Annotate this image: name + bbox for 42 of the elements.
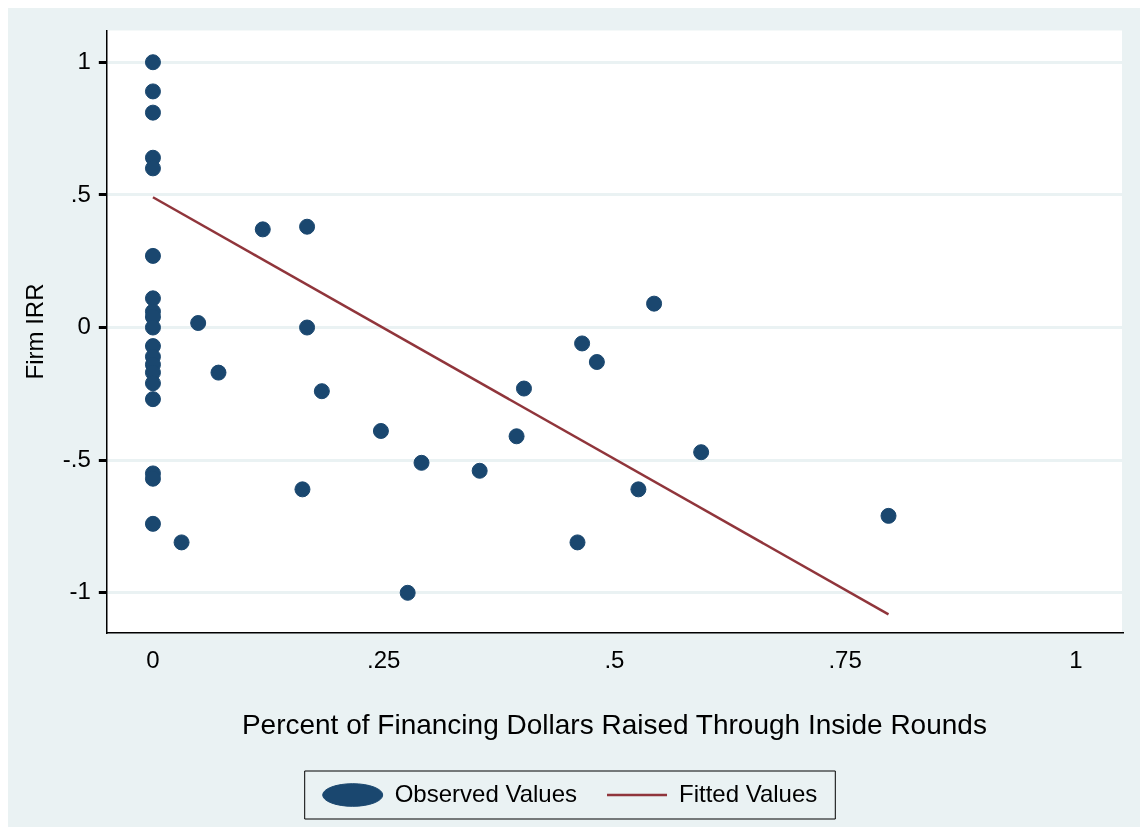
point	[299, 218, 316, 235]
point	[574, 335, 591, 352]
y-tick-label: -1	[69, 577, 91, 605]
x-tick-label: .25	[366, 645, 401, 673]
point	[210, 364, 227, 381]
x-tick-label: .75	[828, 645, 862, 673]
point	[588, 354, 605, 371]
point	[144, 391, 161, 408]
point	[630, 481, 647, 498]
y-axis-title: Firm IRR	[21, 283, 49, 380]
point	[515, 380, 532, 397]
point	[471, 462, 488, 479]
point	[294, 481, 311, 498]
legend-label: Fitted Values	[679, 779, 818, 807]
point	[254, 221, 271, 238]
point	[313, 383, 330, 400]
y-tick-label: 0	[77, 312, 91, 340]
point	[569, 534, 586, 551]
legend-label: Observed Values	[394, 779, 578, 807]
point	[173, 534, 190, 551]
x-tick-label: 0	[146, 645, 160, 673]
point	[646, 295, 663, 312]
point	[399, 584, 416, 601]
point	[372, 422, 389, 439]
y-tick-label: -.5	[62, 444, 91, 472]
point	[144, 247, 161, 264]
x-tick-label: .5	[604, 645, 625, 673]
x-axis-title: Percent of Financing Dollars Raised Through Inside Rounds	[241, 708, 987, 740]
point	[144, 104, 161, 121]
point	[508, 428, 525, 445]
x-tick-label: 1	[1069, 645, 1083, 673]
point	[413, 454, 430, 471]
point	[144, 83, 161, 100]
y-tick-label: 1	[77, 46, 91, 74]
y-tick-label: .5	[70, 179, 91, 207]
point	[144, 290, 161, 307]
point	[144, 54, 161, 71]
point	[693, 444, 710, 461]
point	[144, 515, 161, 532]
point	[880, 507, 897, 524]
point	[190, 315, 207, 332]
point	[299, 319, 316, 336]
